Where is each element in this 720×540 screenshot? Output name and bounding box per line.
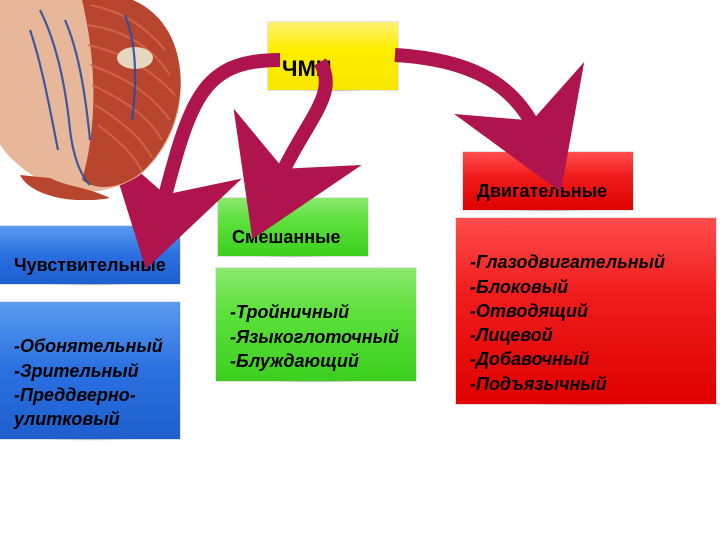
mixed-header: Смешанные (218, 198, 368, 256)
motor-list-text: -Глазодвигательный -Блоковый -Отводящий … (470, 252, 665, 393)
motor-header: Двигательные (463, 152, 633, 210)
motor-header-text: Двигательные (477, 181, 607, 201)
sensory-header: Чувствительные (0, 226, 180, 284)
title-box: ЧМН (268, 22, 398, 90)
motor-list: -Глазодвигательный -Блоковый -Отводящий … (456, 218, 716, 404)
sensory-header-text: Чувствительные (14, 255, 166, 275)
mixed-header-text: Смешанные (232, 227, 340, 247)
mixed-list: -Тройничный -Языкоглоточный -Блуждающий (216, 268, 416, 381)
sensory-list-text: -Обонятельный -Зрительный -Преддверно- у… (14, 336, 163, 429)
mixed-list-text: -Тройничный -Языкоглоточный -Блуждающий (230, 302, 399, 371)
arrow-motor (395, 55, 540, 140)
anatomy-head (0, 0, 200, 200)
title-text: ЧМН (282, 56, 332, 81)
sensory-list: -Обонятельный -Зрительный -Преддверно- у… (0, 302, 180, 439)
